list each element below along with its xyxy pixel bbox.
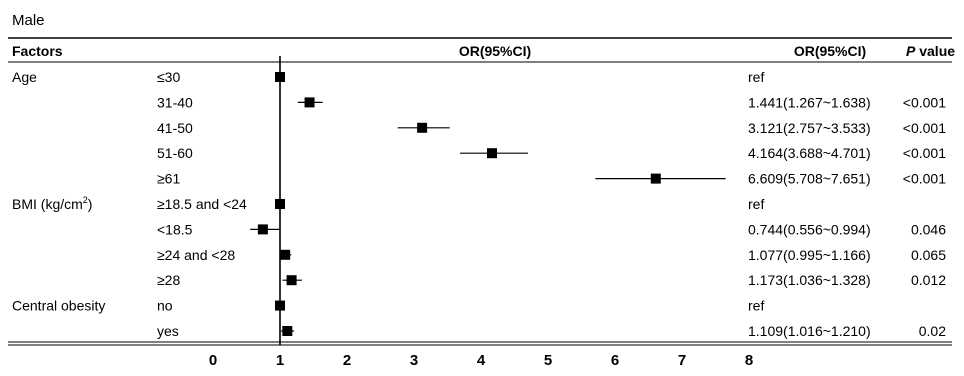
chart-title: Male xyxy=(12,12,45,29)
row-or-ci: ref xyxy=(748,196,764,212)
row-p-value: <0.001 xyxy=(903,94,946,110)
x-tick-label: 1 xyxy=(276,352,284,369)
x-tick-label: 4 xyxy=(477,352,486,369)
or-point xyxy=(486,148,497,159)
row-or-ci: ref xyxy=(748,69,764,85)
row-p-value: <0.001 xyxy=(903,171,946,187)
x-tick-label: 0 xyxy=(209,352,217,369)
row-or-ci: 1.077(0.995~1.166) xyxy=(748,247,871,263)
x-tick-label: 8 xyxy=(745,352,753,369)
x-tick-label: 3 xyxy=(410,352,418,369)
row-level-label: <18.5 xyxy=(157,221,193,237)
row-or-ci: 1.441(1.267~1.638) xyxy=(748,94,871,110)
row-level-label: ≤30 xyxy=(157,69,180,85)
or-point xyxy=(282,326,293,336)
row-level-label: 41-50 xyxy=(157,120,193,136)
row-level-label: 31-40 xyxy=(157,94,193,110)
x-tick-label: 6 xyxy=(611,352,619,369)
or-point xyxy=(286,275,297,286)
row-p-value: 0.012 xyxy=(911,272,946,288)
or-point xyxy=(275,300,285,311)
header-p-value: P value xyxy=(906,43,955,59)
row-p-value: 0.02 xyxy=(919,323,946,339)
row-or-ci: ref xyxy=(748,298,764,314)
or-point xyxy=(257,224,268,235)
x-tick-label: 7 xyxy=(678,352,686,369)
or-point xyxy=(280,249,291,260)
row-p-value: 0.065 xyxy=(911,247,946,263)
row-or-ci: 1.173(1.036~1.328) xyxy=(748,272,871,288)
row-level-label: ≥28 xyxy=(157,272,180,288)
row-p-value: <0.001 xyxy=(903,145,946,161)
header-or-ci: OR(95%CI) xyxy=(794,43,866,59)
row-level-label: ≥18.5 and <24 xyxy=(157,196,247,212)
group-label: Central obesity xyxy=(12,298,105,314)
x-tick-label: 2 xyxy=(343,352,351,369)
header-plot: OR(95%CI) xyxy=(459,43,531,59)
row-or-ci: 1.109(1.016~1.210) xyxy=(748,323,871,339)
row-level-label: yes xyxy=(157,323,179,339)
row-or-ci: 0.744(0.556~0.994) xyxy=(748,221,871,237)
group-label: Age xyxy=(12,69,37,85)
header-factors: Factors xyxy=(12,43,63,59)
or-point xyxy=(650,173,661,184)
row-p-value: 0.046 xyxy=(911,221,946,237)
row-level-label: ≥24 and <28 xyxy=(157,247,235,263)
row-or-ci: 6.609(5.708~7.651) xyxy=(748,171,871,187)
row-level-label: no xyxy=(157,298,173,314)
or-point xyxy=(275,199,285,209)
row-or-ci: 3.121(2.757~3.533) xyxy=(748,120,871,136)
row-or-ci: 4.164(3.688~4.701) xyxy=(748,145,871,161)
or-point xyxy=(304,97,315,108)
row-level-label: 51-60 xyxy=(157,145,193,161)
row-level-label: ≥61 xyxy=(157,171,180,187)
x-tick-label: 5 xyxy=(544,352,552,369)
or-point xyxy=(275,72,285,82)
group-label: BMI (kg/cm2) xyxy=(12,195,92,212)
row-p-value: <0.001 xyxy=(903,120,946,136)
or-point xyxy=(417,122,428,133)
